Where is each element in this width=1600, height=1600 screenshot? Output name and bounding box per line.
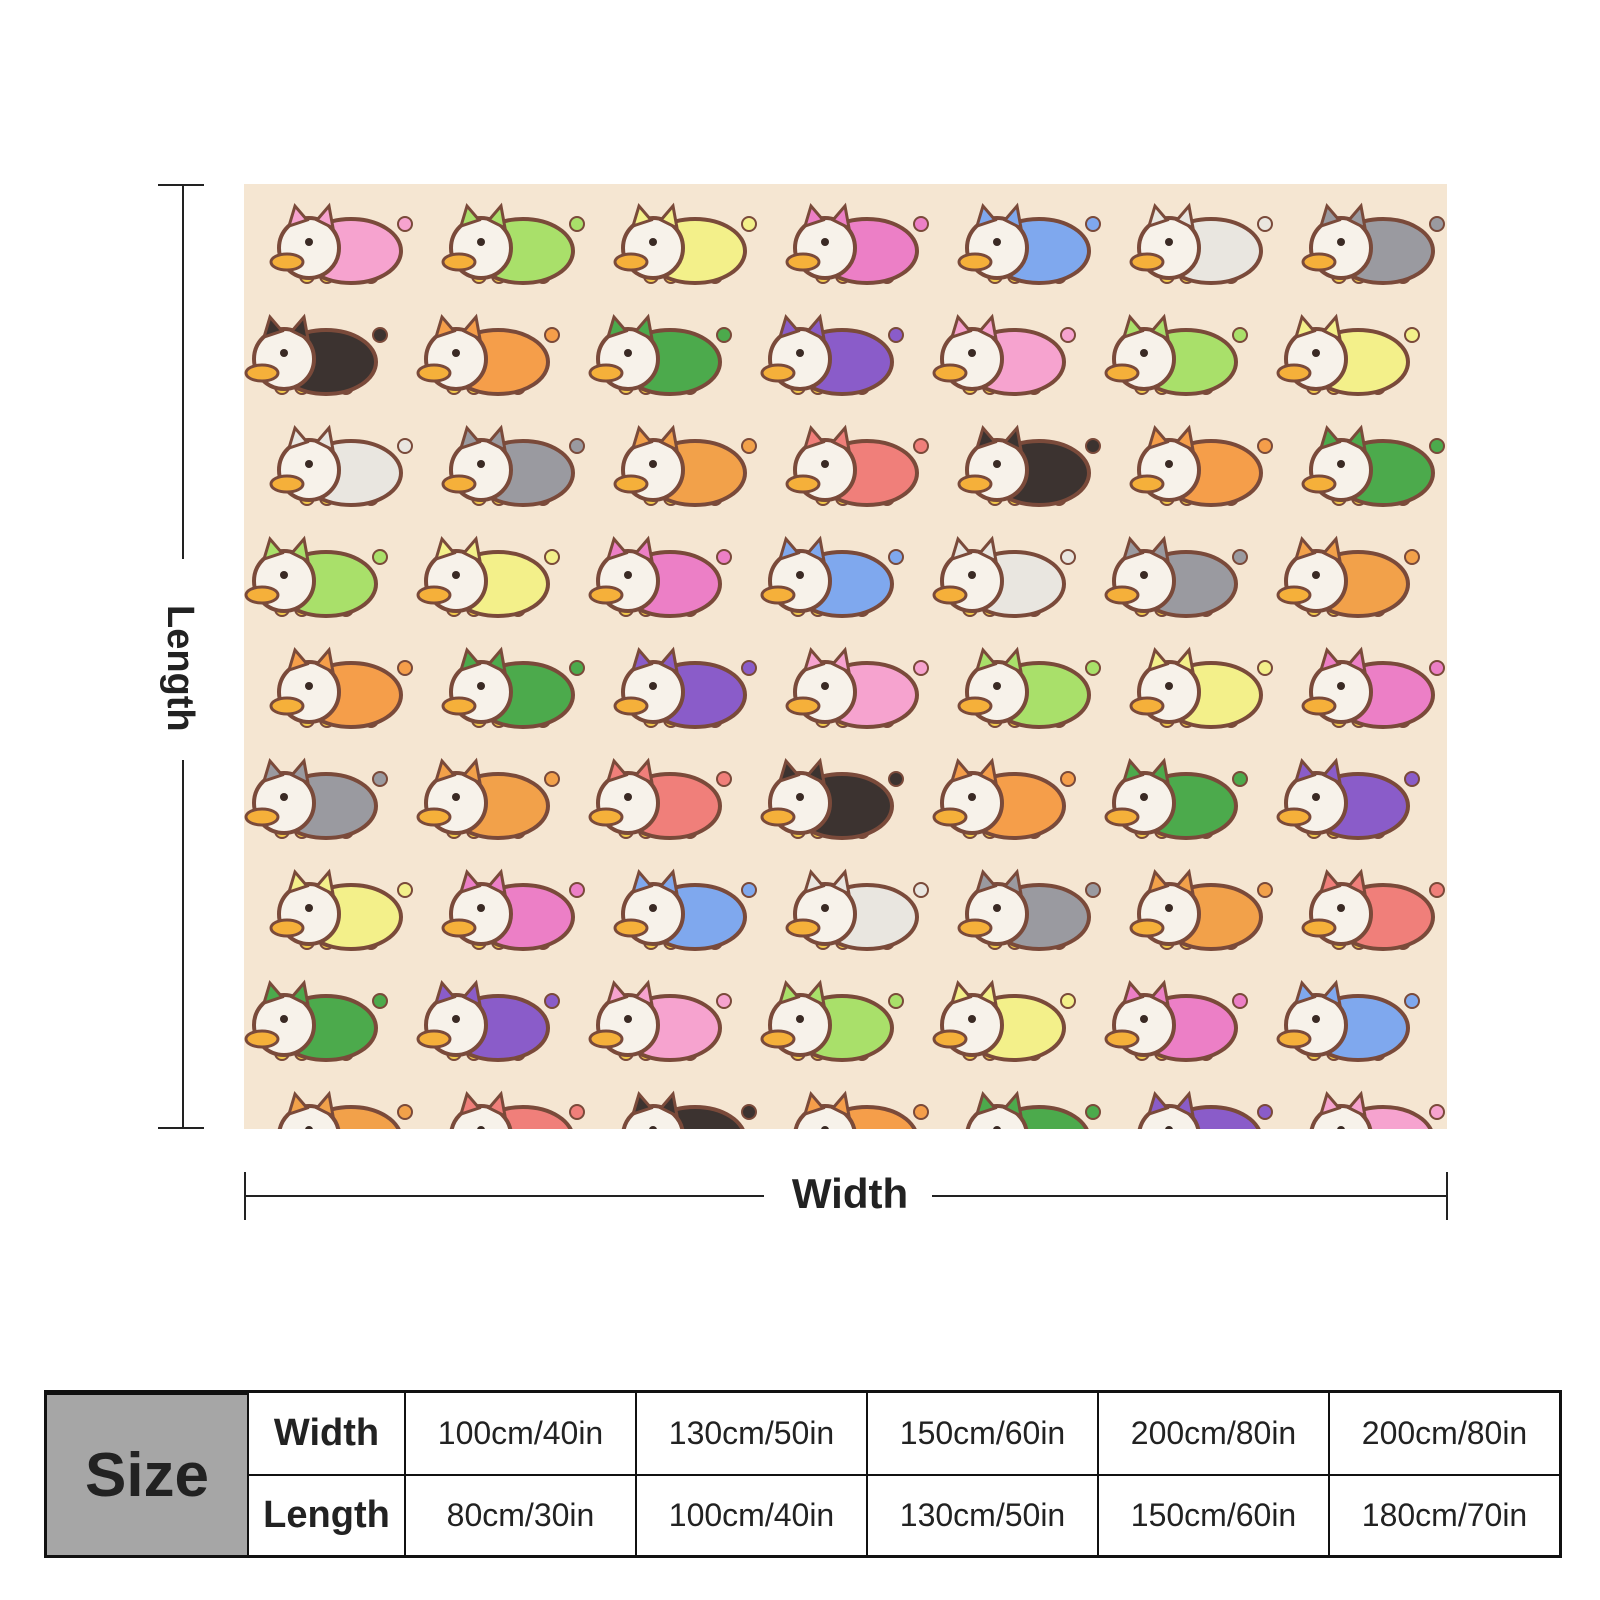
width-dimension-right-cap	[1446, 1172, 1448, 1220]
critter-illustration	[269, 202, 413, 285]
blanket-pattern	[244, 202, 1445, 1129]
size-table-length-cell: 150cm/60in	[1097, 1474, 1328, 1555]
critter-illustration	[760, 757, 904, 840]
size-table-width-header: Width	[247, 1393, 404, 1474]
critter-illustration	[621, 1090, 757, 1129]
length-dimension-label: Length	[159, 605, 201, 732]
critter-illustration	[613, 202, 757, 285]
critter-illustration	[1276, 757, 1420, 840]
critter-illustration	[1301, 646, 1445, 729]
critter-illustration	[269, 868, 413, 951]
critter-illustration	[1276, 313, 1420, 396]
critter-illustration	[588, 535, 732, 618]
critter-illustration	[785, 424, 929, 507]
critter-illustration	[269, 424, 413, 507]
critter-illustration	[1129, 202, 1273, 285]
size-table-length-cell: 100cm/40in	[635, 1474, 866, 1555]
size-table-width-cell: 130cm/50in	[635, 1393, 866, 1474]
size-table-width-cell: 100cm/40in	[404, 1393, 635, 1474]
critter-illustration	[244, 313, 388, 396]
critter-illustration	[760, 535, 904, 618]
critter-illustration	[1276, 535, 1420, 618]
critter-illustration	[793, 1090, 929, 1129]
critter-illustration	[416, 535, 560, 618]
critter-illustration	[1104, 535, 1248, 618]
size-table: Size Width 100cm/40in 130cm/50in 150cm/6…	[44, 1390, 1562, 1558]
critter-illustration	[957, 424, 1101, 507]
critter-illustration	[441, 646, 585, 729]
width-dimension-line-right	[932, 1195, 1448, 1197]
length-dimension-top-cap	[158, 184, 204, 186]
length-dimension-line-top	[182, 184, 184, 559]
critter-illustration	[416, 757, 560, 840]
size-table-length-cell: 80cm/30in	[404, 1474, 635, 1555]
critter-illustration	[957, 868, 1101, 951]
critter-illustration	[785, 868, 929, 951]
critter-illustration	[416, 313, 560, 396]
critter-illustration	[1309, 1090, 1445, 1129]
critter-illustration	[1129, 424, 1273, 507]
blanket-product-image	[244, 184, 1447, 1129]
critter-illustration	[932, 313, 1076, 396]
width-dimension-line-left	[244, 1195, 764, 1197]
critter-illustration	[1104, 313, 1248, 396]
critter-illustration	[1276, 979, 1420, 1062]
size-table-header: Size	[47, 1393, 247, 1555]
critter-illustration	[416, 979, 560, 1062]
critter-illustration	[1129, 868, 1273, 951]
critter-illustration	[244, 979, 388, 1062]
critter-illustration	[441, 202, 585, 285]
size-table-length-header: Length	[247, 1474, 404, 1555]
size-table-width-cell: 150cm/60in	[866, 1393, 1097, 1474]
size-table-length-cell: 180cm/70in	[1328, 1474, 1559, 1555]
critter-illustration	[441, 868, 585, 951]
critter-illustration	[785, 646, 929, 729]
critter-illustration	[760, 979, 904, 1062]
size-table-length-cell: 130cm/50in	[866, 1474, 1097, 1555]
critter-illustration	[588, 313, 732, 396]
critter-illustration	[613, 868, 757, 951]
critter-illustration	[1301, 424, 1445, 507]
critter-illustration	[244, 757, 388, 840]
critter-illustration	[1104, 757, 1248, 840]
critter-illustration	[932, 757, 1076, 840]
critter-illustration	[932, 535, 1076, 618]
critter-illustration	[277, 1090, 413, 1129]
critter-illustration	[1137, 1090, 1273, 1129]
size-table-width-cell: 200cm/80in	[1328, 1393, 1559, 1474]
critter-illustration	[449, 1090, 585, 1129]
length-dimension-line-bottom	[182, 760, 184, 1128]
critter-illustration	[957, 202, 1101, 285]
critter-illustration	[613, 646, 757, 729]
critter-illustration	[269, 646, 413, 729]
width-dimension-label: Width	[791, 1170, 909, 1217]
critter-illustration	[441, 424, 585, 507]
critter-illustration	[588, 757, 732, 840]
critter-illustration	[1129, 646, 1273, 729]
critter-illustration	[613, 424, 757, 507]
critter-illustration	[1301, 868, 1445, 951]
size-table-width-cell: 200cm/80in	[1097, 1393, 1328, 1474]
critter-illustration	[244, 535, 388, 618]
critter-illustration	[785, 202, 929, 285]
critter-illustration	[1301, 202, 1445, 285]
critter-illustration	[760, 313, 904, 396]
critter-illustration	[957, 646, 1101, 729]
critter-illustration	[932, 979, 1076, 1062]
critter-illustration	[1104, 979, 1248, 1062]
critter-illustration	[965, 1090, 1101, 1129]
length-dimension-bottom-cap	[158, 1127, 204, 1129]
critter-illustration	[588, 979, 732, 1062]
